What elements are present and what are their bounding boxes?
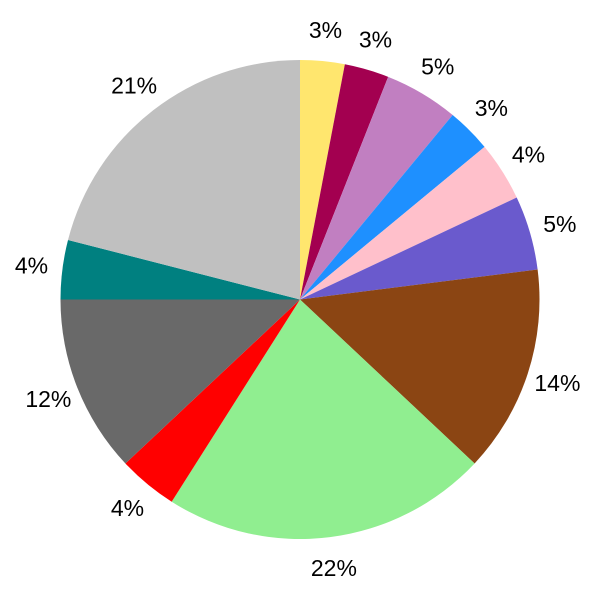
svg-text:3%: 3% bbox=[475, 95, 508, 121]
svg-text:4%: 4% bbox=[512, 142, 545, 168]
svg-text:4%: 4% bbox=[15, 253, 48, 279]
svg-text:21%: 21% bbox=[111, 73, 157, 99]
svg-text:3%: 3% bbox=[309, 17, 342, 43]
svg-text:5%: 5% bbox=[421, 54, 454, 80]
svg-text:5%: 5% bbox=[543, 211, 576, 237]
svg-text:4%: 4% bbox=[111, 495, 144, 521]
svg-text:3%: 3% bbox=[359, 27, 392, 53]
svg-text:22%: 22% bbox=[311, 555, 357, 581]
svg-text:14%: 14% bbox=[534, 370, 580, 396]
svg-text:12%: 12% bbox=[25, 386, 71, 412]
